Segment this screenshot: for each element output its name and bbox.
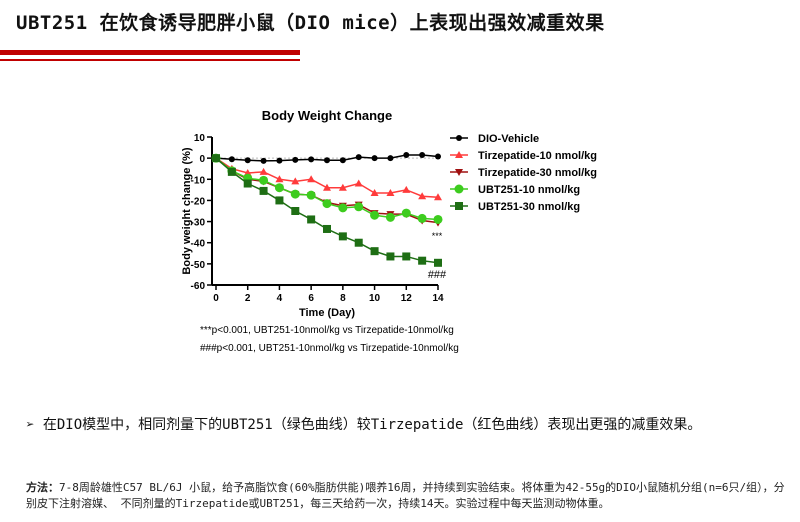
data-point [338,203,348,213]
body-weight-chart: Body Weight Change 10 0 -10 -20 -30 -40 -50 -60 0… [181,108,597,354]
data-point [228,156,235,163]
footnote: ***p<0.001, UBT251-10nmol/kg vs Tirzepat… [200,325,454,336]
legend-marker [455,202,463,210]
y-tick-label: -60 [191,281,206,292]
x-tick-label: 14 [432,293,444,304]
data-point [306,190,316,200]
x-tick-label: 6 [308,293,314,304]
chart-title: Body Weight Change [262,108,392,123]
data-point [433,214,443,224]
y-tick-label: -50 [191,260,206,271]
data-point [370,210,380,220]
y-tick-label: 0 [199,154,205,165]
data-point [324,157,330,164]
data-point [385,212,395,222]
legend-label: UBT251-30 nmol/kg [478,201,580,213]
data-point [338,183,347,191]
legend-label: DIO-Vehicle [478,133,539,145]
data-point [275,175,284,183]
data-point [387,155,394,162]
y-tick-label: 10 [194,133,206,144]
annotation-significance: *** [432,231,443,241]
data-point [402,252,411,261]
x-tick-label: 0 [213,293,219,304]
data-point [212,154,220,163]
title-divider [0,50,300,55]
method-text: 方法：7-8周龄雄性C57 BL/6J 小鼠，给予高脂饮食(60%脂肪供能)喂养… [26,480,786,512]
x-tick-label: 4 [277,293,283,304]
y-tick-label: -10 [191,175,206,186]
data-point [291,207,300,215]
data-point [323,224,331,233]
data-point [403,151,410,158]
data-point [371,155,378,162]
data-point [402,185,411,193]
data-point [355,154,362,161]
data-point [244,157,251,164]
data-point [243,168,252,176]
data-point [276,157,283,164]
data-point [435,153,441,160]
data-point [354,238,363,247]
legend-marker [456,135,462,141]
data-point [434,258,442,267]
data-point [290,189,300,199]
data-point [259,167,268,175]
data-point [370,189,379,197]
annotation-significance: ### [428,269,447,281]
title-divider-thin [0,59,300,61]
y-tick-label: -30 [191,218,206,229]
legend-marker [454,184,464,194]
data-point [401,208,411,218]
data-point [308,156,315,163]
legend-label: Tirzepatide-10 nmol/kg [478,150,597,162]
x-tick-label: 2 [245,293,251,304]
legend-label: Tirzepatide-30 nmol/kg [478,167,597,179]
page-title: UBT251 在饮食诱导肥胖小鼠（DIO mice）上表现出强效减重效果 [16,12,605,34]
data-point [243,179,252,188]
x-axis-label: Time (Day) [299,307,355,319]
data-point [370,247,379,256]
y-tick-label: -40 [191,239,206,250]
conclusion-bullet: ➢ 在DIO模型中，相同剂量下的UBT251（绿色曲线）较Tirzepatide… [26,417,702,433]
data-point [275,196,284,205]
data-point [418,192,427,200]
data-point [227,167,236,176]
data-point [307,215,316,224]
data-point [339,157,346,164]
legend-marker [455,151,463,158]
data-point [307,175,316,183]
data-point [274,183,284,193]
data-point [323,183,331,191]
data-point [260,157,267,164]
data-point [322,199,332,209]
x-tick-label: 8 [340,293,346,304]
data-point [386,252,395,261]
data-point [292,156,299,163]
y-tick-label: -20 [191,196,206,207]
method-body: 7-8周龄雄性C57 BL/6J 小鼠，给予高脂饮食(60%脂肪供能)喂养16周… [26,481,785,510]
x-tick-label: 12 [401,293,413,304]
legend-label: UBT251-10 nmol/kg [478,184,580,196]
data-point [354,202,364,212]
data-point [259,186,268,195]
y-axis-label: Body weight change (%) [181,147,193,274]
data-point [354,179,363,187]
data-point [434,193,442,201]
data-point [418,256,427,265]
footnote: ###p<0.001, UBT251-10nmol/kg vs Tirzepat… [200,343,459,354]
data-point [417,213,427,223]
data-point [259,175,269,185]
data-point [386,189,395,197]
legend-marker [455,169,463,176]
data-point [338,232,347,241]
data-point [419,151,426,158]
x-tick-label: 10 [369,293,381,304]
method-label: 方法： [26,481,59,494]
data-point [291,177,300,185]
